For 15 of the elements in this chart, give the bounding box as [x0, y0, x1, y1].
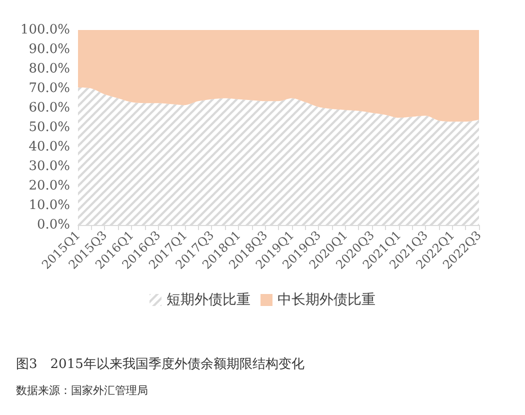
y-tick-label: 0.0% — [36, 218, 70, 232]
legend-label: 短期外债比重 — [166, 292, 250, 308]
y-tick-label: 20.0% — [28, 178, 70, 194]
y-tick-label: 30.0% — [28, 159, 70, 174]
y-tick-label: 60.0% — [28, 100, 70, 116]
y-tick-label: 70.0% — [28, 81, 70, 96]
y-tick-label: 40.0% — [28, 140, 70, 154]
y-tick-label: 90.0% — [28, 42, 70, 57]
legend-label: 中长期外债比重 — [278, 292, 376, 308]
y-tick-label: 100.0% — [20, 22, 70, 38]
y-tick-label: 50.0% — [28, 120, 70, 135]
y-tick-label: 10.0% — [28, 198, 70, 213]
y-tick-label: 80.0% — [28, 62, 70, 76]
text: 图3 2015年以来我国季度外债余额期限结构变化 — [16, 356, 304, 372]
source-note: 数据来源：国家外汇管理局 — [16, 384, 148, 397]
